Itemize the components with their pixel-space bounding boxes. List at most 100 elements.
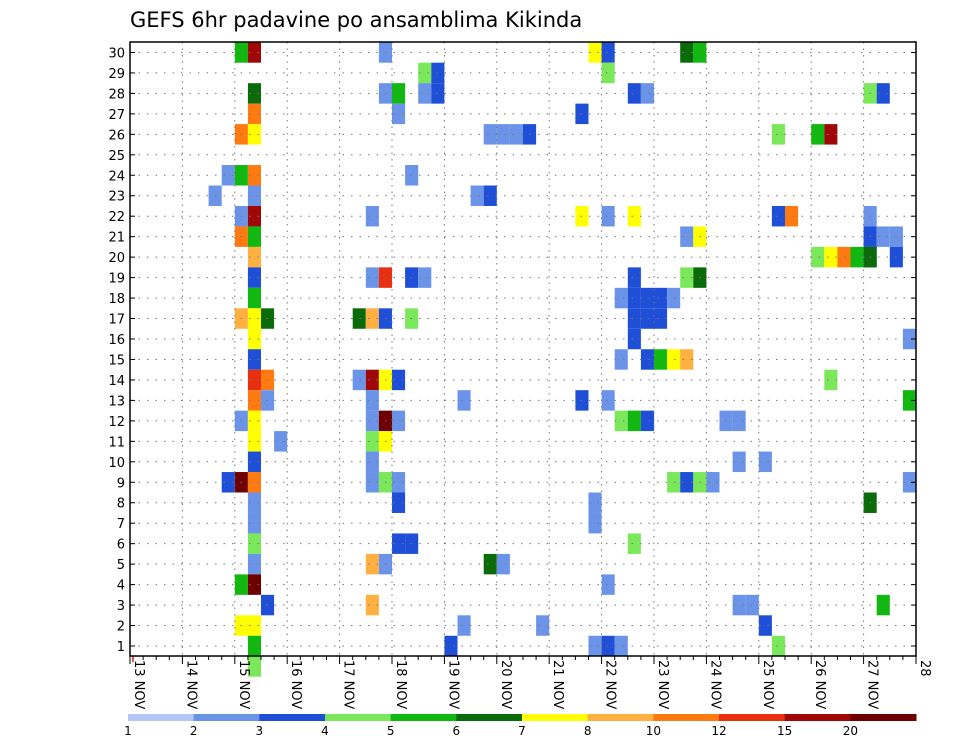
precip-cell bbox=[457, 390, 471, 411]
precip-cell bbox=[418, 62, 432, 84]
precip-cell bbox=[365, 472, 379, 493]
y-tick-label: 3 bbox=[117, 599, 125, 614]
colorbar-label: 4 bbox=[321, 724, 329, 738]
precip-cell bbox=[247, 410, 261, 432]
precip-cells bbox=[208, 42, 916, 677]
colorbar-label: 5 bbox=[387, 724, 395, 738]
precip-cell bbox=[247, 308, 261, 329]
x-tick-label: 26 NOV bbox=[812, 660, 827, 709]
precip-cell bbox=[627, 410, 641, 432]
colorbar-legend: 1 2 3 4 5 6 7 8 10 12 15 20 bbox=[124, 714, 917, 738]
precip-cell bbox=[667, 472, 681, 493]
precip-cell bbox=[601, 42, 615, 63]
precip-cell bbox=[247, 492, 261, 513]
y-tick-label: 23 bbox=[108, 190, 125, 205]
precip-cell bbox=[601, 390, 615, 411]
y-tick-label: 24 bbox=[108, 169, 125, 184]
precip-cell bbox=[588, 492, 602, 513]
precip-cell bbox=[876, 594, 890, 616]
precip-cell bbox=[247, 512, 261, 534]
precip-cell bbox=[247, 553, 261, 575]
colorbar-label: 2 bbox=[190, 724, 198, 738]
precip-cell bbox=[627, 267, 641, 288]
y-tick-label: 8 bbox=[117, 497, 125, 512]
precip-cell bbox=[640, 83, 654, 104]
precip-cell bbox=[247, 42, 261, 63]
precip-cell bbox=[247, 431, 261, 452]
x-tick-label: 13 NOV bbox=[131, 660, 146, 709]
precip-cell bbox=[418, 83, 432, 104]
y-tick-label: 26 bbox=[108, 128, 125, 143]
precip-cell bbox=[247, 533, 261, 554]
y-tick-label: 18 bbox=[108, 292, 125, 307]
precip-cell bbox=[758, 451, 772, 473]
precip-cell bbox=[247, 656, 261, 677]
precip-cell bbox=[483, 124, 497, 145]
colorbar-swatch bbox=[587, 714, 654, 721]
precip-cell bbox=[247, 472, 261, 493]
precip-cell bbox=[392, 472, 406, 493]
precip-cell bbox=[732, 410, 746, 432]
precip-cell bbox=[614, 410, 628, 432]
precip-cell bbox=[247, 226, 261, 247]
precip-cell bbox=[627, 308, 641, 329]
precip-cell bbox=[771, 205, 785, 227]
precip-cell bbox=[247, 349, 261, 370]
colorbar-swatch bbox=[456, 714, 523, 721]
y-tick-label: 15 bbox=[108, 353, 125, 368]
precip-cell bbox=[745, 594, 759, 616]
precip-cell bbox=[758, 615, 772, 636]
precip-cell bbox=[247, 124, 261, 145]
precip-cell bbox=[850, 246, 864, 268]
precip-cell bbox=[601, 574, 615, 595]
colorbar-label: 12 bbox=[711, 724, 726, 738]
precip-cell bbox=[247, 185, 261, 206]
colorbar-swatch bbox=[653, 714, 720, 721]
precip-cell bbox=[811, 246, 825, 268]
y-tick-label: 29 bbox=[108, 67, 125, 82]
y-tick-label: 13 bbox=[108, 394, 125, 409]
precip-cell bbox=[261, 308, 275, 329]
precip-cell bbox=[824, 246, 838, 268]
precip-cell bbox=[824, 369, 838, 391]
y-tick-label: 14 bbox=[108, 374, 125, 389]
precip-cell bbox=[640, 349, 654, 370]
precip-cell bbox=[785, 205, 799, 227]
y-tick-label: 11 bbox=[108, 435, 125, 450]
colorbar-swatch bbox=[784, 714, 851, 721]
x-tick-label: 16 NOV bbox=[288, 660, 303, 709]
y-tick-label: 28 bbox=[108, 87, 125, 102]
precip-cell bbox=[680, 472, 694, 493]
colorbar-swatch bbox=[522, 714, 589, 721]
precip-cell bbox=[392, 103, 406, 125]
precip-cell bbox=[837, 246, 851, 268]
precip-cell bbox=[247, 83, 261, 104]
precip-cell bbox=[352, 308, 366, 329]
y-tick-label: 30 bbox=[108, 46, 125, 61]
colorbar-label: 1 bbox=[124, 724, 132, 738]
plot-frame bbox=[129, 41, 917, 657]
precip-cell bbox=[365, 410, 379, 432]
precip-cell bbox=[614, 349, 628, 370]
y-tick-label: 20 bbox=[108, 251, 125, 266]
precip-cell bbox=[509, 124, 523, 145]
precip-cell bbox=[601, 62, 615, 84]
y-tick-label: 21 bbox=[108, 231, 125, 246]
colorbar-label: 8 bbox=[584, 724, 592, 738]
y-tick-label: 17 bbox=[108, 313, 125, 328]
y-tick-label: 6 bbox=[117, 538, 125, 553]
precip-cell bbox=[247, 165, 261, 186]
colorbar-swatch bbox=[850, 714, 917, 721]
precip-cell bbox=[365, 369, 379, 391]
precip-cell bbox=[627, 328, 641, 350]
precip-cell bbox=[732, 451, 746, 473]
precip-cell bbox=[706, 472, 720, 493]
precip-cell bbox=[247, 451, 261, 473]
colorbar-swatch bbox=[259, 714, 326, 721]
precip-cell bbox=[247, 287, 261, 309]
precip-cell bbox=[601, 205, 615, 227]
precip-cell bbox=[640, 308, 654, 329]
y-tick-label: 25 bbox=[108, 149, 125, 164]
precip-cell bbox=[640, 287, 654, 309]
precip-cell bbox=[247, 390, 261, 411]
